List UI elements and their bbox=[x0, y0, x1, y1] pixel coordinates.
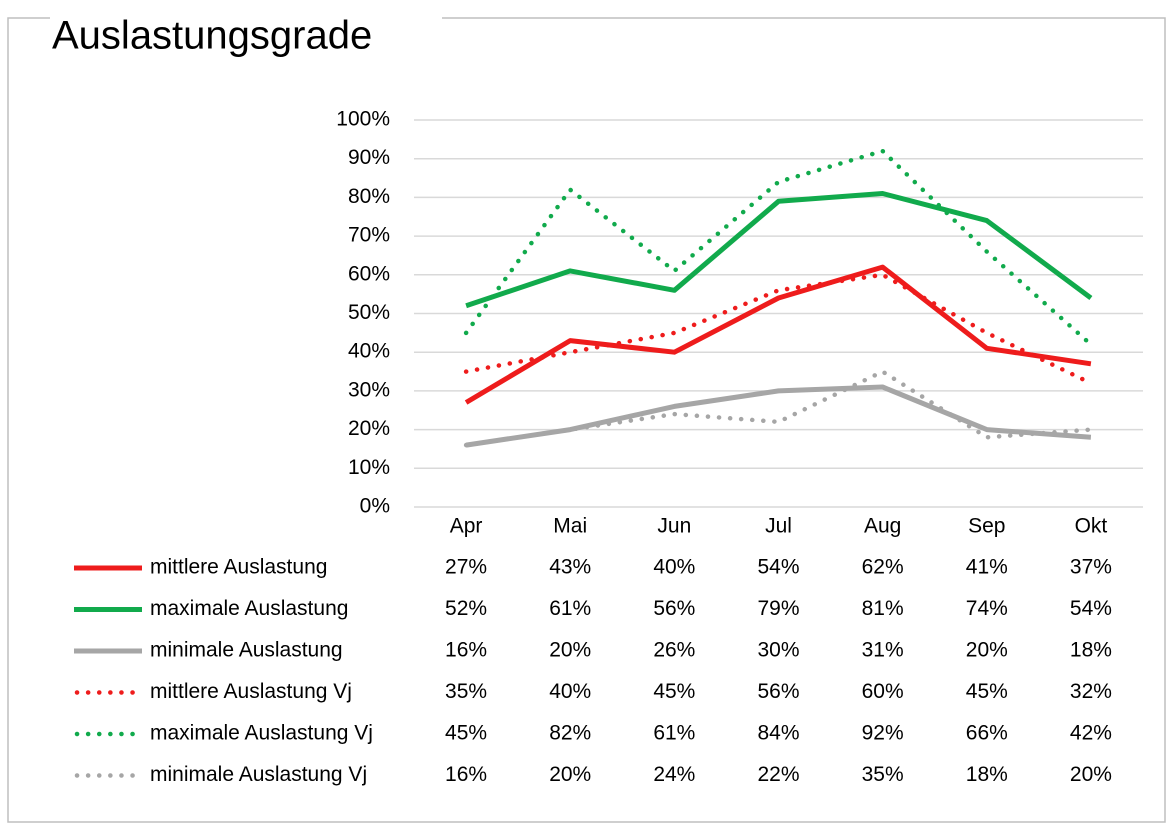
data-label: 35% bbox=[445, 680, 487, 703]
y-tick-label: 40% bbox=[348, 340, 390, 363]
legend-label: minimale Auslastung Vj bbox=[150, 763, 367, 786]
y-tick-label: 90% bbox=[348, 146, 390, 169]
data-label: 54% bbox=[1070, 597, 1112, 620]
x-tick-label: Apr bbox=[450, 515, 483, 538]
legend-label: maximale Auslastung bbox=[150, 597, 348, 620]
y-tick-label: 70% bbox=[348, 224, 390, 247]
data-label: 84% bbox=[757, 722, 799, 745]
data-label: 45% bbox=[653, 680, 695, 703]
data-label: 18% bbox=[966, 763, 1008, 786]
y-tick-label: 100% bbox=[336, 108, 390, 131]
data-label: 42% bbox=[1070, 722, 1112, 745]
series-line-5 bbox=[463, 148, 1094, 347]
series-line-3 bbox=[465, 384, 1092, 448]
y-tick-label: 50% bbox=[348, 301, 390, 324]
data-label: 45% bbox=[445, 722, 487, 745]
y-tick-label: 60% bbox=[348, 262, 390, 285]
data-label: 41% bbox=[966, 556, 1008, 579]
data-label: 66% bbox=[966, 722, 1008, 745]
data-label: 30% bbox=[757, 639, 799, 662]
data-label: 18% bbox=[1070, 639, 1112, 662]
gridlines bbox=[414, 119, 1143, 508]
data-table: mittlere Auslastung 27% 43% 40% 54% 62% 41% 37%… bbox=[74, 556, 1112, 786]
legend-label: maximale Auslastung Vj bbox=[150, 722, 373, 745]
chart-frame bbox=[7, 17, 1166, 823]
legend-label: minimale Auslastung bbox=[150, 639, 343, 662]
data-label: 52% bbox=[445, 597, 487, 620]
data-label: 61% bbox=[549, 597, 591, 620]
x-tick-label: Okt bbox=[1075, 515, 1108, 538]
y-tick-label: 20% bbox=[348, 417, 390, 440]
data-label: 60% bbox=[862, 680, 904, 703]
x-tick-label: Jun bbox=[657, 515, 691, 538]
x-tick-label: Jul bbox=[765, 515, 792, 538]
legend-label: mittlere Auslastung Vj bbox=[150, 680, 352, 703]
x-axis-ticks: Apr Mai Jun Jul Aug Sep Okt bbox=[450, 515, 1108, 538]
series-line-1 bbox=[464, 264, 1092, 405]
data-label: 74% bbox=[966, 597, 1008, 620]
data-label: 16% bbox=[445, 639, 487, 662]
chart-title: Auslastungsgrade bbox=[52, 14, 372, 58]
series-line-6 bbox=[463, 369, 1094, 448]
data-label: 37% bbox=[1070, 556, 1112, 579]
data-label: 40% bbox=[549, 680, 591, 703]
series-line-4 bbox=[463, 272, 1094, 386]
data-label: 92% bbox=[862, 722, 904, 745]
data-label: 35% bbox=[862, 763, 904, 786]
data-label: 22% bbox=[757, 763, 799, 786]
data-label: 56% bbox=[757, 680, 799, 703]
series-lines bbox=[463, 148, 1094, 448]
data-label: 16% bbox=[445, 763, 487, 786]
data-label: 61% bbox=[653, 722, 695, 745]
data-label: 32% bbox=[1070, 680, 1112, 703]
legend-label: mittlere Auslastung bbox=[150, 556, 327, 579]
x-tick-label: Aug bbox=[864, 515, 901, 538]
data-label: 82% bbox=[549, 722, 591, 745]
series-line-2 bbox=[465, 191, 1093, 309]
data-label: 27% bbox=[445, 556, 487, 579]
data-label: 56% bbox=[653, 597, 695, 620]
data-label: 81% bbox=[862, 597, 904, 620]
data-label: 54% bbox=[757, 556, 799, 579]
data-label: 24% bbox=[653, 763, 695, 786]
y-tick-label: 10% bbox=[348, 456, 390, 479]
data-label: 62% bbox=[862, 556, 904, 579]
x-tick-label: Sep bbox=[968, 515, 1005, 538]
y-tick-label: 30% bbox=[348, 378, 390, 401]
data-label: 20% bbox=[966, 639, 1008, 662]
data-label: 45% bbox=[966, 680, 1008, 703]
y-axis-ticks: 0% 10% 20% 30% 40% 50% 60% 70% 80% 90% 100% bbox=[336, 108, 390, 518]
data-label: 20% bbox=[549, 639, 591, 662]
data-label: 31% bbox=[862, 639, 904, 662]
data-label: 40% bbox=[653, 556, 695, 579]
y-tick-label: 80% bbox=[348, 185, 390, 208]
data-label: 79% bbox=[757, 597, 799, 620]
data-label: 26% bbox=[653, 639, 695, 662]
data-label: 20% bbox=[549, 763, 591, 786]
data-label: 43% bbox=[549, 556, 591, 579]
y-tick-label: 0% bbox=[360, 495, 390, 518]
x-tick-label: Mai bbox=[553, 515, 587, 538]
data-label: 20% bbox=[1070, 763, 1112, 786]
